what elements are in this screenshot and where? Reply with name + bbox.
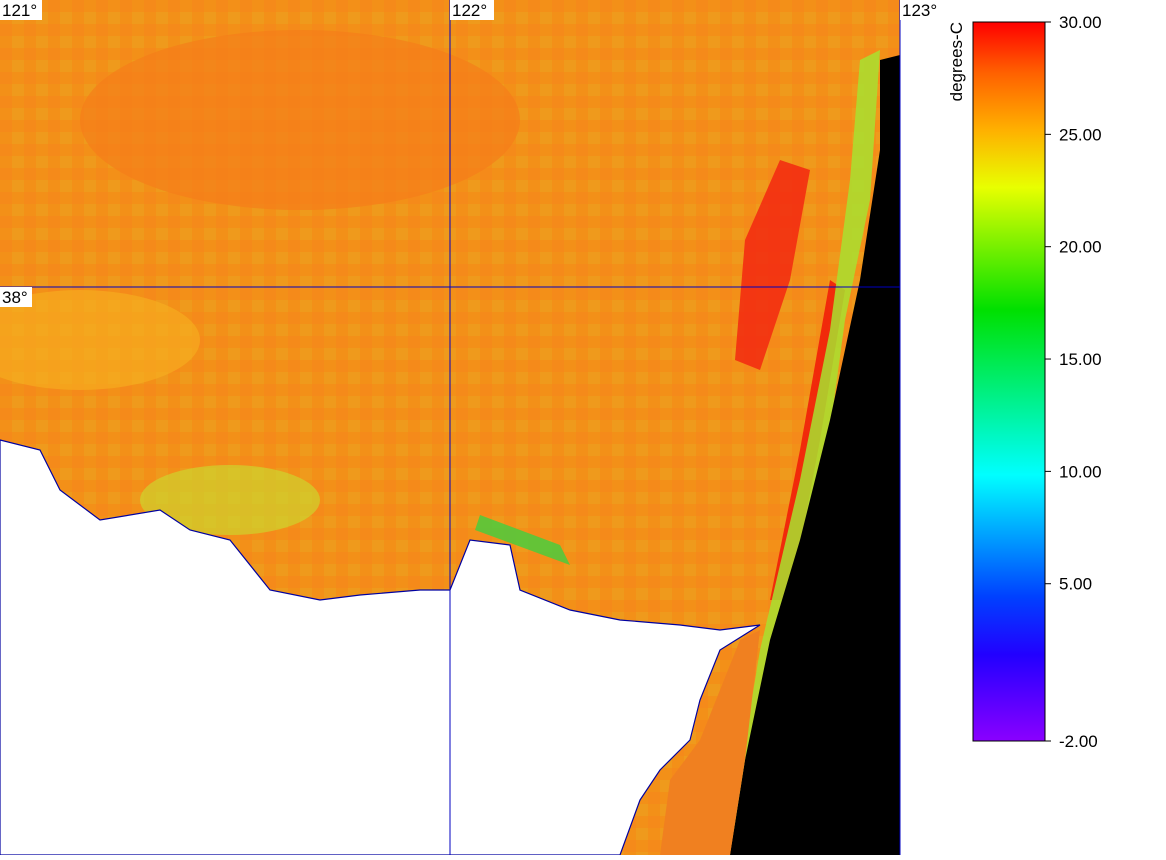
colorbar-tick-label: -2.00 [1059,732,1098,751]
cool-area [0,290,200,390]
colorbar-tick-label: 30.00 [1059,13,1102,32]
map: 121° 122° 123° 38° [0,0,944,856]
no-data [730,55,900,855]
colorbar-scale [972,21,1046,742]
graticule [0,0,901,855]
coastal-strip [730,50,880,830]
label-bg [0,287,32,307]
colorbar-tick-label: 10.00 [1059,462,1102,481]
colorbar: degrees-C 30.00 25.00 20.00 15.00 10.00 5.00 -… [947,13,1102,751]
warm-area [80,30,520,210]
lon-label: 122° [452,1,487,20]
lon-label: 121° [2,1,37,20]
lat-label: 38° [2,288,28,307]
colorbar-tick-label: 25.00 [1059,125,1102,144]
label-bg [0,0,42,20]
colorbar-tick-label: 20.00 [1059,238,1102,257]
colorbar-label: degrees-C [947,22,966,101]
land [0,439,761,856]
sea-temperature [660,630,760,855]
lon-label: 123° [902,1,937,20]
warm-front [735,160,810,370]
label-bg [450,0,494,20]
cool-area [140,465,320,535]
label-bg [900,0,944,20]
colorbar-tick-label: 15.00 [1059,350,1102,369]
cool-area [475,515,570,565]
colorbar-tick-label: 5.00 [1059,575,1092,594]
